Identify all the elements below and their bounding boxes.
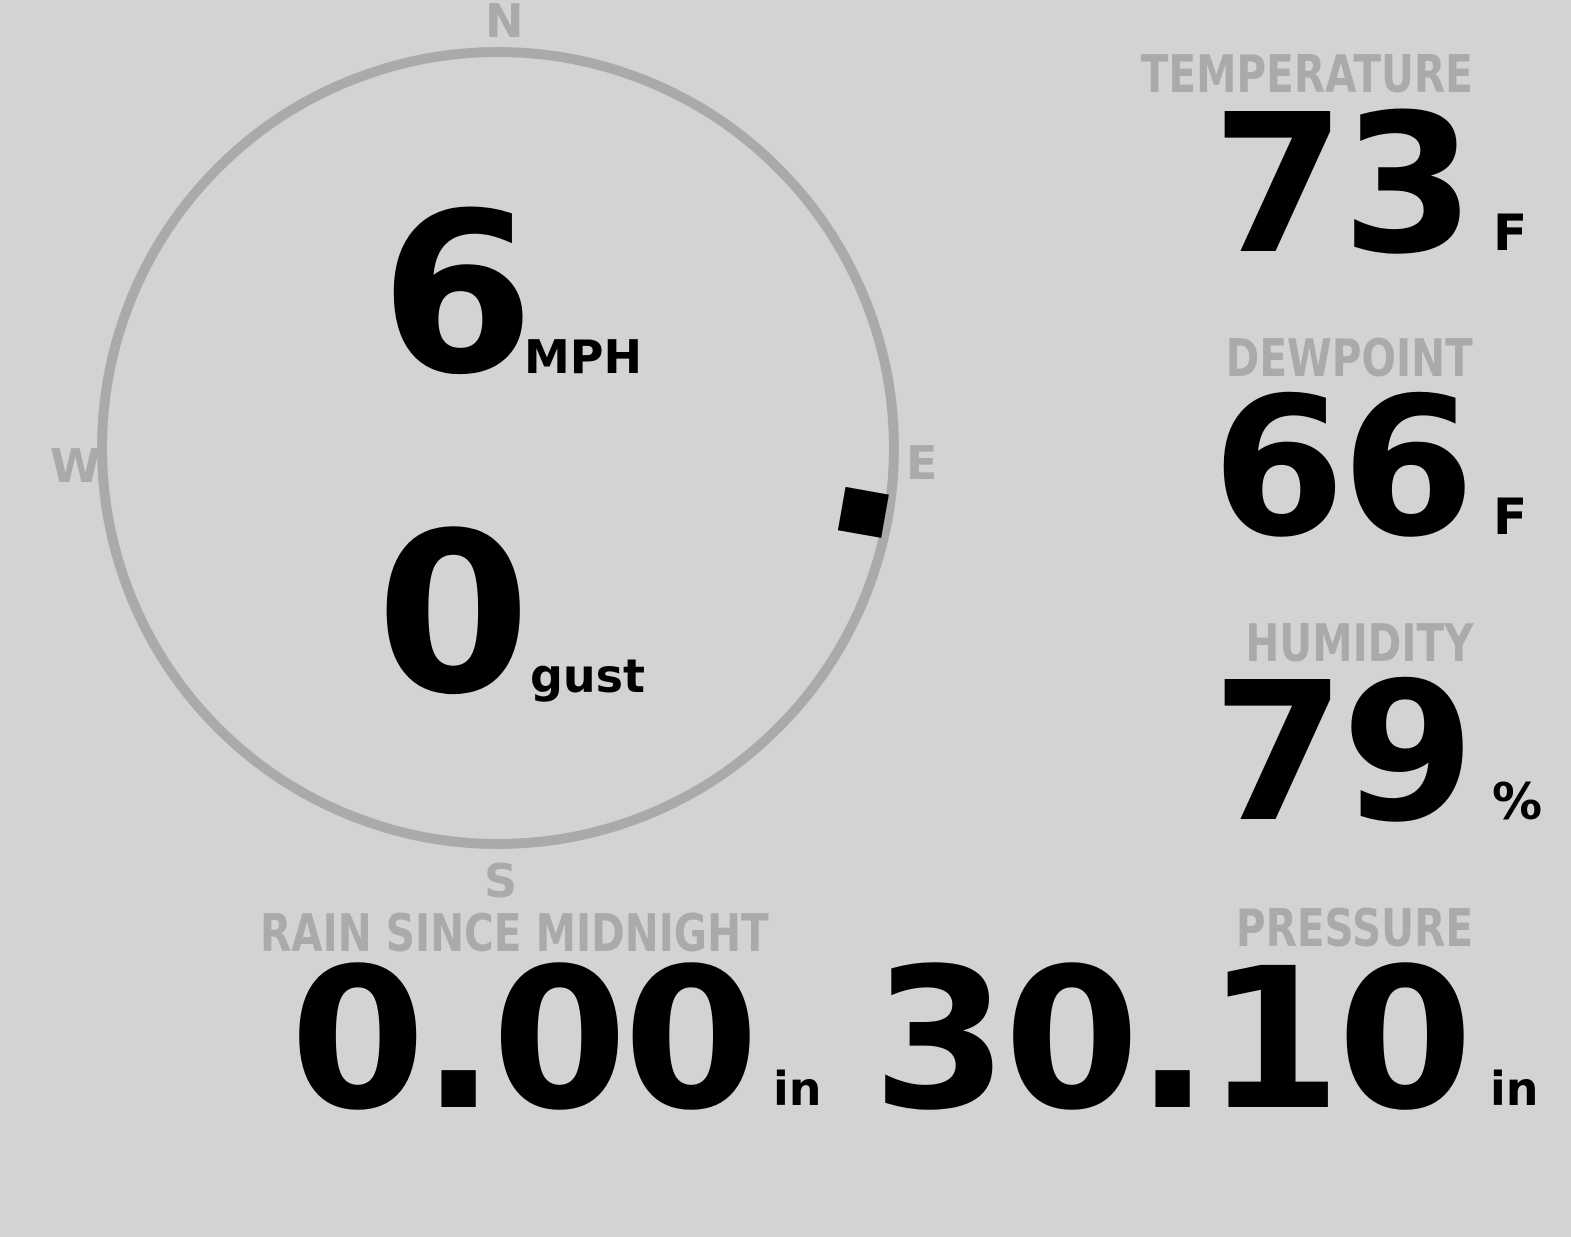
pressure-value: 30.10 bbox=[872, 926, 1473, 1153]
wind-gust-unit: gust bbox=[530, 649, 646, 703]
wind-gust-value: 0 bbox=[376, 486, 530, 744]
humidity-value: 79 bbox=[1211, 642, 1475, 865]
rain-value: 0.00 bbox=[289, 926, 759, 1153]
temperature-label: TEMPERATURE bbox=[1140, 45, 1473, 105]
compass-ring bbox=[97, 47, 899, 849]
wind-speed-value: 6 bbox=[380, 166, 534, 424]
rain-unit: in bbox=[773, 1062, 822, 1116]
dewpoint-value: 66 bbox=[1211, 357, 1475, 580]
temperature-unit: F bbox=[1493, 204, 1528, 262]
wind-speed-unit: MPH bbox=[524, 330, 642, 384]
pressure-label: PRESSURE bbox=[1235, 899, 1473, 959]
compass-w: W bbox=[50, 439, 101, 493]
pressure-unit: in bbox=[1490, 1062, 1539, 1116]
compass-s: S bbox=[484, 854, 518, 908]
humidity-label: HUMIDITY bbox=[1244, 614, 1473, 674]
rain-label: RAIN SINCE MIDNIGHT bbox=[260, 904, 769, 964]
wind-direction-marker bbox=[837, 486, 889, 538]
dewpoint-unit: F bbox=[1493, 488, 1528, 546]
dewpoint-label: DEWPOINT bbox=[1225, 329, 1473, 389]
compass-e: E bbox=[906, 436, 938, 490]
temperature-value: 73 bbox=[1211, 74, 1475, 297]
humidity-unit: % bbox=[1492, 773, 1543, 831]
compass-n: N bbox=[485, 0, 524, 48]
